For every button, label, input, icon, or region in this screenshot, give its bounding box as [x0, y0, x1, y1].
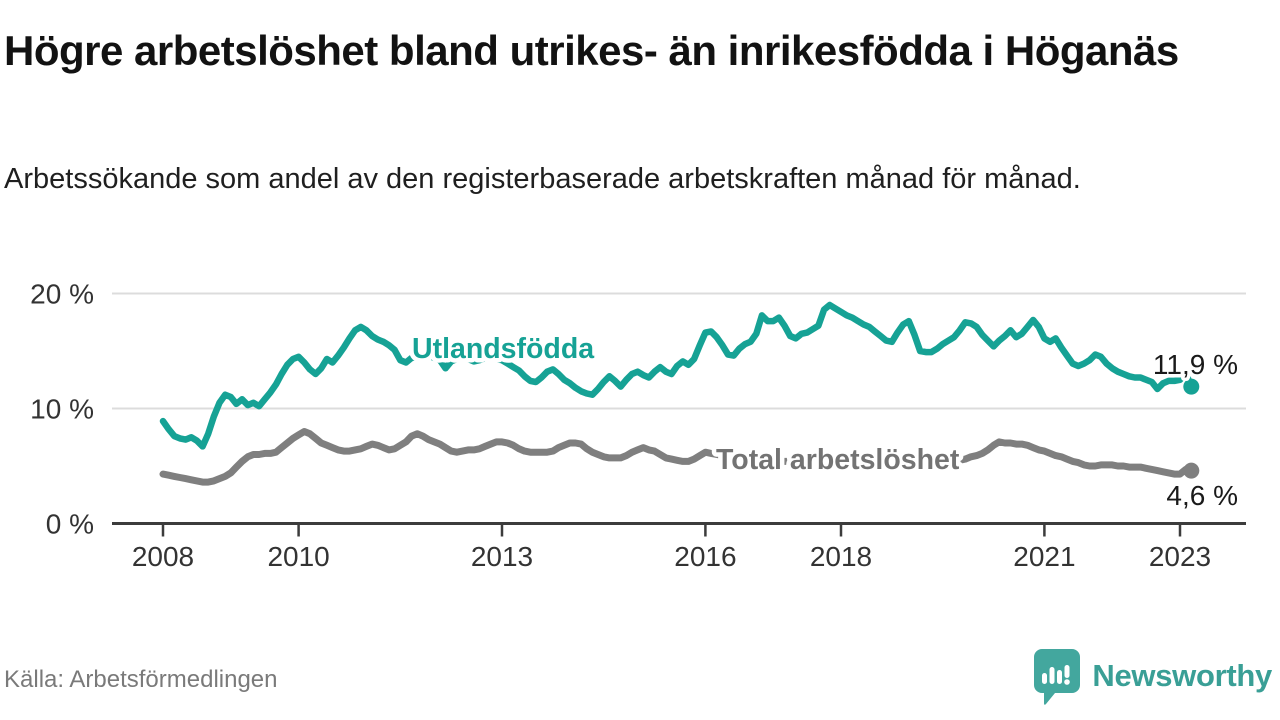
series-end-dot-total: [1183, 462, 1200, 479]
x-tick-label-2023: 2023: [1149, 541, 1211, 572]
chart-subtitle: Arbetssökande som andel av den registerb…: [4, 163, 1081, 195]
x-tick-label-2008: 2008: [132, 541, 194, 572]
newsworthy-logo: Newsworthy: [1032, 646, 1272, 706]
y-tick-label-10: 10 %: [30, 394, 94, 425]
y-tick-label-0: 0 %: [46, 509, 94, 540]
series-label-total: Total arbetslöshet: [716, 444, 960, 476]
exclamation-bar: [1064, 665, 1070, 678]
source-text: Källa: Arbetsförmedlingen: [4, 666, 278, 693]
x-tick-label-2018: 2018: [810, 541, 872, 572]
bar-2: [1049, 667, 1055, 684]
exclamation-dot: [1064, 679, 1071, 685]
end-value-label-utlandsfodda: 11,9 %: [1153, 349, 1238, 380]
bar-3: [1057, 670, 1063, 684]
newsworthy-bubble-icon: [1034, 649, 1081, 705]
series-label-utlandsfodda: Utlandsfödda: [412, 333, 595, 365]
series-line-total: [159, 428, 1195, 486]
x-tick-label-2010: 2010: [267, 541, 329, 572]
x-tick-label-2021: 2021: [1013, 541, 1075, 572]
series-end-dot-utlandsfodda: [1183, 378, 1200, 395]
series-line-utlandsfodda: [159, 301, 1195, 450]
brand-name: Newsworthy: [1092, 658, 1272, 693]
y-tick-label-20: 20 %: [30, 279, 94, 310]
x-tick-label-2013: 2013: [471, 541, 533, 572]
bar-1: [1042, 673, 1048, 684]
x-tick-label-2016: 2016: [674, 541, 736, 572]
page-title: Högre arbetslöshet bland utrikes- än inr…: [4, 27, 1179, 74]
end-value-label-total: 4,6 %: [1166, 480, 1238, 511]
